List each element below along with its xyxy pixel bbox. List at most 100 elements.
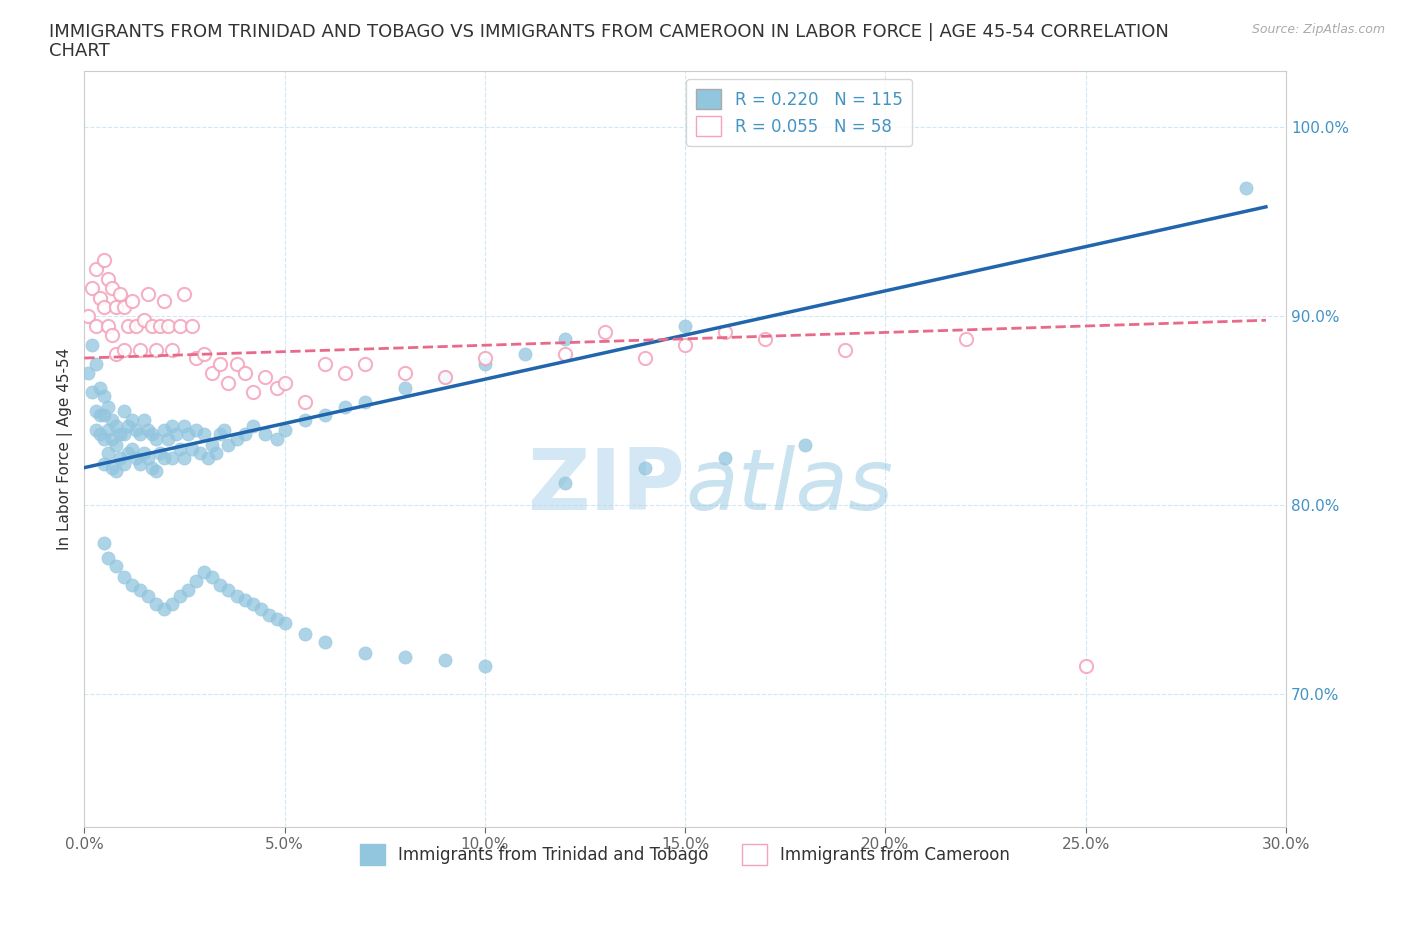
Point xyxy=(112,570,135,585)
Point xyxy=(233,592,256,607)
Point xyxy=(112,426,135,441)
Point xyxy=(218,375,240,390)
Point xyxy=(162,596,184,611)
Point xyxy=(82,385,104,400)
Point xyxy=(242,596,264,611)
Point xyxy=(242,385,264,400)
Point xyxy=(84,318,107,333)
Point xyxy=(218,583,240,598)
Point xyxy=(169,442,191,457)
Point xyxy=(554,475,576,490)
Point xyxy=(181,318,204,333)
Point xyxy=(257,607,280,622)
Point xyxy=(714,325,737,339)
Point xyxy=(129,583,152,598)
Point xyxy=(353,394,375,409)
Point xyxy=(242,418,264,433)
Point xyxy=(266,611,288,626)
Point xyxy=(266,432,288,446)
Point xyxy=(673,338,696,352)
Point xyxy=(162,343,184,358)
Point xyxy=(117,318,139,333)
Point xyxy=(129,343,152,358)
Point xyxy=(89,426,111,441)
Point xyxy=(97,318,120,333)
Point xyxy=(105,418,128,433)
Point xyxy=(153,422,176,437)
Point xyxy=(112,457,135,472)
Point xyxy=(634,460,657,475)
Point xyxy=(433,369,456,384)
Point xyxy=(193,347,215,362)
Point xyxy=(82,281,104,296)
Point xyxy=(145,343,167,358)
Point xyxy=(190,445,212,460)
Point xyxy=(101,281,124,296)
Point xyxy=(105,299,128,314)
Point xyxy=(145,464,167,479)
Text: atlas: atlas xyxy=(685,445,893,528)
Point xyxy=(134,312,156,327)
Point xyxy=(193,426,215,441)
Point xyxy=(593,325,616,339)
Point xyxy=(314,356,336,371)
Point xyxy=(112,343,135,358)
Point xyxy=(112,299,135,314)
Point xyxy=(201,437,224,452)
Point xyxy=(97,272,120,286)
Point xyxy=(121,413,143,428)
Point xyxy=(157,318,180,333)
Point xyxy=(101,432,124,446)
Text: ZIP: ZIP xyxy=(527,445,685,528)
Point xyxy=(149,318,172,333)
Point xyxy=(294,627,316,642)
Point xyxy=(93,536,115,551)
Point xyxy=(129,457,152,472)
Point xyxy=(134,445,156,460)
Point xyxy=(121,294,143,309)
Point xyxy=(134,413,156,428)
Point xyxy=(105,437,128,452)
Point xyxy=(218,437,240,452)
Point xyxy=(253,426,276,441)
Point xyxy=(714,451,737,466)
Point xyxy=(141,460,163,475)
Point xyxy=(117,445,139,460)
Point xyxy=(77,365,100,380)
Point xyxy=(89,290,111,305)
Point xyxy=(101,413,124,428)
Point xyxy=(225,589,247,604)
Point xyxy=(173,451,195,466)
Point xyxy=(89,381,111,396)
Point xyxy=(93,407,115,422)
Point xyxy=(84,422,107,437)
Legend: Immigrants from Trinidad and Tobago, Immigrants from Cameroon: Immigrants from Trinidad and Tobago, Imm… xyxy=(353,838,1017,871)
Point xyxy=(177,583,200,598)
Point xyxy=(105,464,128,479)
Point xyxy=(314,407,336,422)
Point xyxy=(112,404,135,418)
Point xyxy=(138,286,160,301)
Point xyxy=(634,351,657,365)
Point xyxy=(353,645,375,660)
Point xyxy=(105,559,128,574)
Point xyxy=(153,451,176,466)
Point xyxy=(165,426,187,441)
Point xyxy=(84,356,107,371)
Point xyxy=(93,299,115,314)
Point xyxy=(125,451,148,466)
Point xyxy=(153,602,176,617)
Point xyxy=(145,596,167,611)
Point xyxy=(209,578,232,592)
Point xyxy=(253,369,276,384)
Point xyxy=(181,442,204,457)
Point xyxy=(513,347,536,362)
Point xyxy=(794,437,817,452)
Point xyxy=(125,318,148,333)
Point xyxy=(193,565,215,579)
Point xyxy=(186,574,208,589)
Point xyxy=(93,432,115,446)
Point xyxy=(117,418,139,433)
Point xyxy=(82,338,104,352)
Point xyxy=(955,332,977,347)
